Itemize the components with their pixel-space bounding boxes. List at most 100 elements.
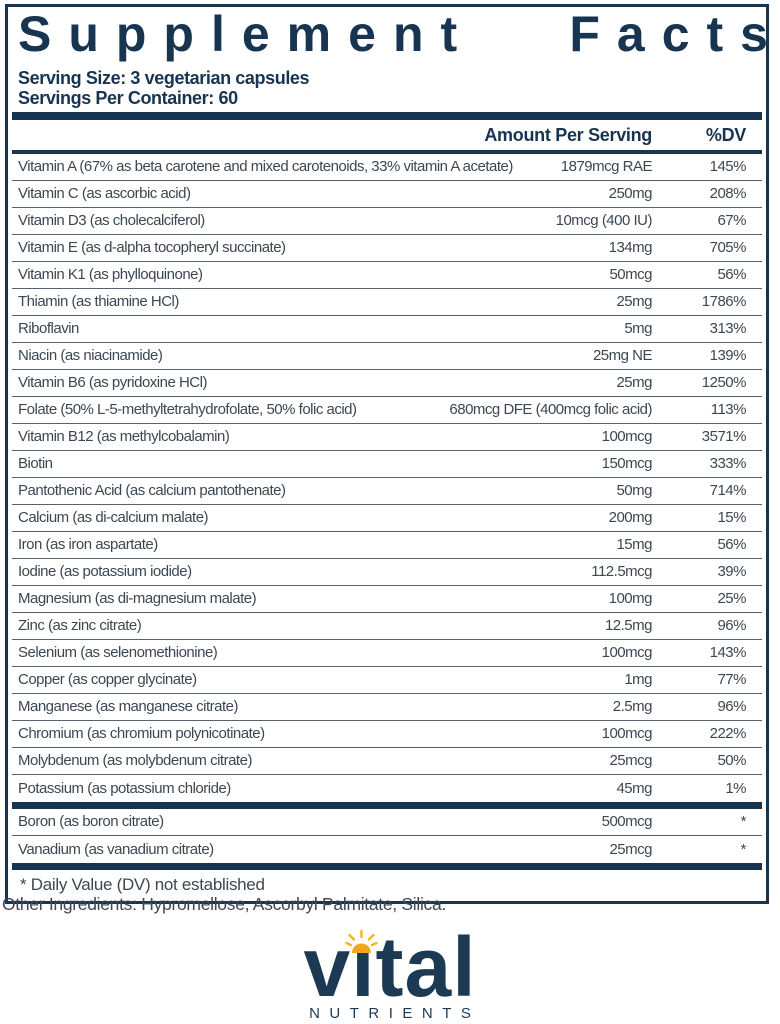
table-row: Vitamin A (67% as beta carotene and mixe… xyxy=(12,154,762,181)
serving-size: Serving Size: 3 vegetarian capsules xyxy=(18,68,310,88)
nutrient-name: Selenium (as selenomethionine) xyxy=(18,644,218,661)
nutrient-amount: 250mg xyxy=(608,185,653,202)
nutrient-dv: 313% xyxy=(709,320,747,337)
nutrient-name: Vitamin B12 (as methylcobalamin) xyxy=(18,428,230,445)
nutrient-dv: 145% xyxy=(709,158,747,175)
nutrient-amount: 5mg xyxy=(624,320,652,337)
panel-title-word1: Supplement xyxy=(18,6,475,62)
table-row: Riboflavin 5mg 313% xyxy=(12,316,762,343)
brand-subtext: NUTRIENTS xyxy=(309,1005,481,1022)
nutrient-name: Biotin xyxy=(18,455,53,472)
nutrient-table-main: Vitamin A (67% as beta carotene and mixe… xyxy=(12,154,762,802)
column-header-dv: %DV xyxy=(705,124,746,145)
table-row: Pantothenic Acid (as calcium pantothenat… xyxy=(12,478,762,505)
nutrient-name: Potassium (as potassium chloride) xyxy=(18,779,231,797)
table-row: Potassium (as potassium chloride) 45mg 1% xyxy=(12,775,762,802)
table-row: Biotin 150mcg 333% xyxy=(12,451,762,478)
table-row: Iodine (as potassium iodide) 112.5mcg 39% xyxy=(12,559,762,586)
panel-title: Supplement Facts xyxy=(18,9,768,61)
nutrient-amount: 680mcg DFE (400mcg folic acid) xyxy=(449,401,652,418)
nutrient-amount: 112.5mcg xyxy=(591,563,652,580)
nutrient-dv: 56% xyxy=(717,266,746,283)
nutrient-name: Iron (as iron aspartate) xyxy=(18,536,158,553)
table-row: Boron (as boron citrate) 500mcg * xyxy=(12,809,762,836)
nutrient-dv: 25% xyxy=(717,590,746,607)
nutrient-name: Vitamin B6 (as pyridoxine HCl) xyxy=(18,374,207,391)
table-row: Manganese (as manganese citrate) 2.5mg 96% xyxy=(12,694,762,721)
nutrient-amount: 50mcg xyxy=(609,266,652,283)
nutrient-name: Vitamin A (67% as beta carotene and mixe… xyxy=(18,158,513,175)
nutrient-amount: 25mcg xyxy=(609,752,652,769)
column-header-amount: Amount Per Serving xyxy=(484,124,652,145)
nutrient-name: Iodine (as potassium iodide) xyxy=(18,563,192,580)
nutrient-name: Vanadium (as vanadium citrate) xyxy=(18,840,214,858)
nutrient-dv: 705% xyxy=(709,239,747,256)
sun-icon xyxy=(345,930,378,953)
nutrient-dv: 1% xyxy=(725,779,746,797)
table-row: Vitamin C (as ascorbic acid) 250mg 208% xyxy=(12,181,762,208)
nutrient-dv: 39% xyxy=(717,563,746,580)
table-row: Vitamin B12 (as methylcobalamin) 100mcg 35… xyxy=(12,424,762,451)
nutrient-name: Vitamin E (as d-alpha tocopheryl succina… xyxy=(18,239,286,256)
nutrient-dv: 113% xyxy=(710,401,747,418)
nutrient-dv: 1786% xyxy=(701,293,747,310)
table-header-row: Amount Per Serving %DV xyxy=(12,120,762,150)
table-row: Vanadium (as vanadium citrate) 25mcg * xyxy=(12,836,762,863)
servings-per-container: Servings Per Container: 60 xyxy=(18,88,238,108)
brand-wordmark: vıtal xyxy=(303,920,477,1014)
nutrient-amount: 200mg xyxy=(608,509,653,526)
table-row: Vitamin D3 (as cholecalciferol) 10mcg (40… xyxy=(12,208,762,235)
nutrient-amount: 2.5mg xyxy=(612,698,653,715)
nutrient-dv: 56% xyxy=(717,536,746,553)
nutrient-name: Folate (50% L-5-methyltetrahydrofolate, … xyxy=(18,401,357,418)
nutrient-dv: 67% xyxy=(717,212,746,229)
nutrient-amount: 15mg xyxy=(616,536,652,553)
nutrient-amount: 150mcg xyxy=(601,455,653,472)
nutrient-dv: 1250% xyxy=(701,374,747,391)
nutrient-amount: 134mg xyxy=(608,239,653,256)
nutrient-amount: 10mcg (400 IU) xyxy=(555,212,653,229)
nutrient-amount: 25mg xyxy=(616,374,652,391)
nutrient-amount: 100mcg xyxy=(601,725,653,742)
nutrient-table-secondary: Boron (as boron citrate) 500mcg * Vanadium … xyxy=(12,809,762,863)
nutrient-name: Vitamin K1 (as phylloquinone) xyxy=(18,266,203,283)
nutrient-name: Riboflavin xyxy=(18,320,79,337)
nutrient-dv: 96% xyxy=(717,698,746,715)
nutrient-name: Chromium (as chromium polynicotinate) xyxy=(18,725,265,742)
dv-footnote: * Daily Value (DV) not established xyxy=(20,874,265,894)
nutrient-name: Magnesium (as di-magnesium malate) xyxy=(18,590,257,607)
separator-bar-mid-1 xyxy=(12,801,762,809)
nutrient-name: Molybdenum (as molybdenum citrate) xyxy=(18,752,252,769)
brand-logo: vıtal NUTRIENTS xyxy=(303,920,477,1022)
table-row: Vitamin B6 (as pyridoxine HCl) 25mg 1250% xyxy=(12,370,762,397)
table-row: Iron (as iron aspartate) 15mg 56% xyxy=(12,532,762,559)
nutrient-name: Vitamin C (as ascorbic acid) xyxy=(18,185,191,202)
nutrient-dv: * xyxy=(740,813,747,830)
nutrient-name: Boron (as boron citrate) xyxy=(18,813,164,830)
nutrient-amount: 100mcg xyxy=(601,428,653,445)
table-row: Magnesium (as di-magnesium malate) 100mg 2… xyxy=(12,586,762,613)
nutrient-amount: 25mcg xyxy=(609,840,652,858)
table-row: Calcium (as di-calcium malate) 200mg 15% xyxy=(12,505,762,532)
nutrient-dv: 139% xyxy=(709,347,747,364)
table-row: Molybdenum (as molybdenum citrate) 25mcg 5… xyxy=(12,748,762,775)
table-row: Selenium (as selenomethionine) 100mcg 143% xyxy=(12,640,762,667)
nutrient-name: Calcium (as di-calcium malate) xyxy=(18,509,209,526)
nutrient-amount: 25mg NE xyxy=(592,347,653,364)
table-row: Thiamin (as thiamine HCl) 25mg 1786% xyxy=(12,289,762,316)
nutrient-name: Manganese (as manganese citrate) xyxy=(18,698,238,715)
table-row: Vitamin E (as d-alpha tocopheryl succina… xyxy=(12,235,762,262)
nutrient-dv: 333% xyxy=(709,455,747,472)
nutrient-amount: 500mcg xyxy=(601,813,653,830)
nutrient-dv: 3571% xyxy=(701,428,747,445)
nutrient-dv: 77% xyxy=(717,671,746,688)
nutrient-amount: 100mcg xyxy=(601,644,653,661)
nutrient-dv: * xyxy=(740,840,747,858)
nutrient-amount: 12.5mg xyxy=(604,617,653,634)
nutrient-dv: 714% xyxy=(709,482,747,499)
header-divider xyxy=(12,150,762,154)
table-row: Vitamin K1 (as phylloquinone) 50mcg 56% xyxy=(12,262,762,289)
nutrient-name: Pantothenic Acid (as calcium pantothenat… xyxy=(18,482,286,499)
nutrient-name: Vitamin D3 (as cholecalciferol) xyxy=(18,212,205,229)
separator-bar-mid-2 xyxy=(12,862,762,870)
